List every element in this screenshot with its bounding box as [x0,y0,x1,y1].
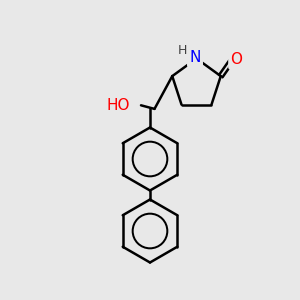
Text: H: H [178,44,188,58]
Text: N: N [189,50,201,65]
Text: N: N [189,50,201,65]
Text: HO: HO [106,98,129,113]
Text: O: O [230,52,242,68]
Text: H: H [177,44,187,57]
Text: O: O [230,52,242,68]
Text: HO: HO [106,98,130,113]
